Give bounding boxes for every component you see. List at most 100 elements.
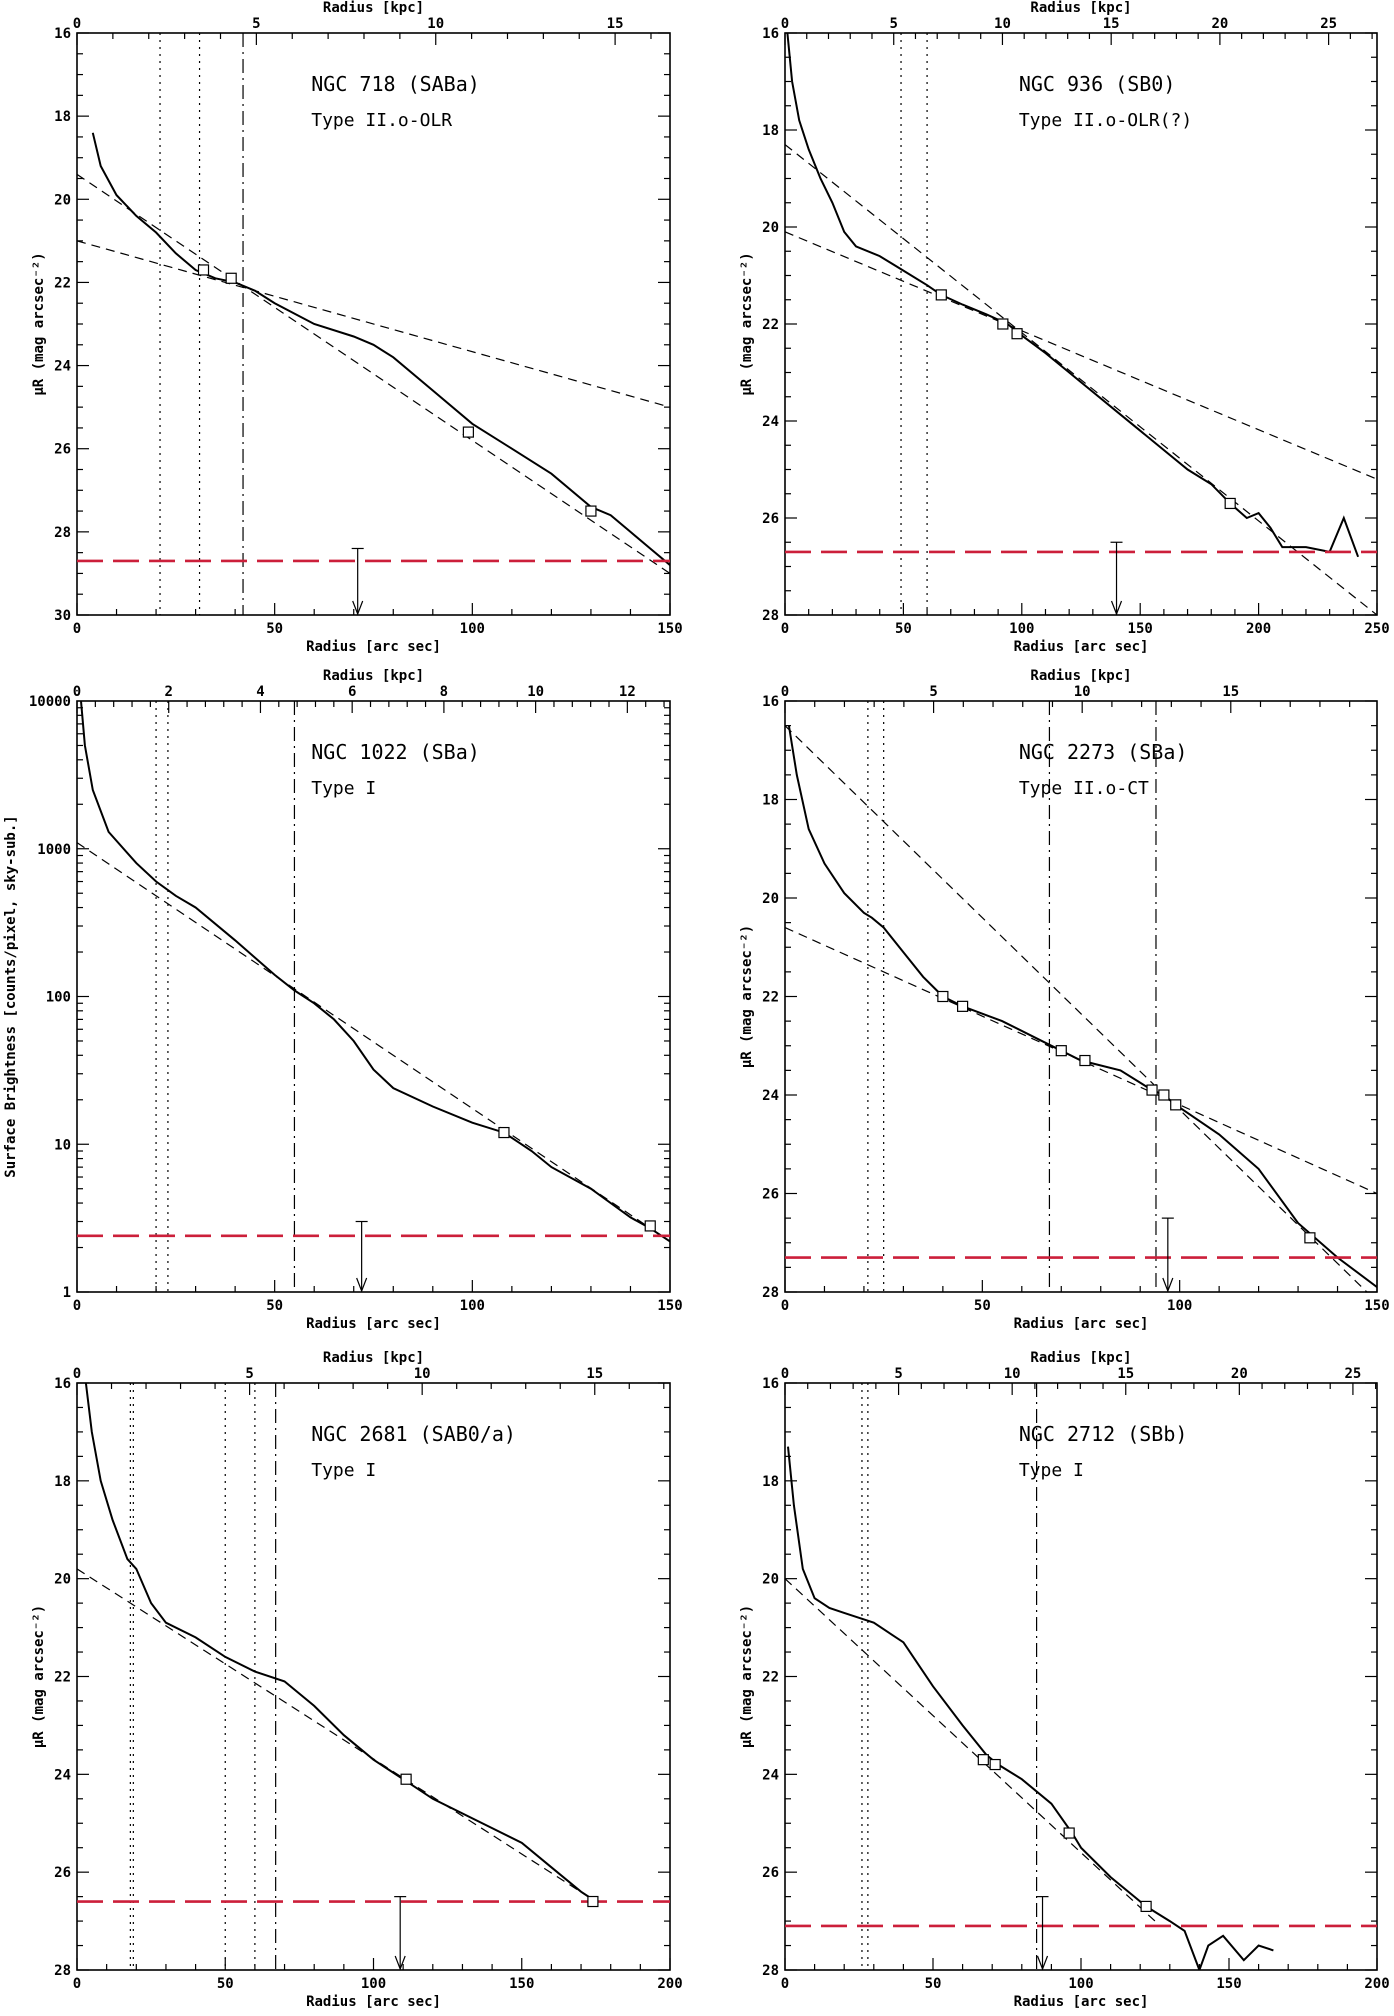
x-tick-label: 100 <box>1009 621 1034 637</box>
profile-type: Type II.o-OLR <box>311 110 452 131</box>
break-marker <box>1170 1099 1182 1111</box>
surface-brightness-profile <box>80 701 670 1243</box>
galaxy-name: NGC 718 (SABa) <box>311 72 480 96</box>
exponential-fit-line <box>785 725 1368 1292</box>
y-tick-label: 26 <box>762 511 779 527</box>
plot-area <box>77 1383 670 1970</box>
y-axis-label: μR (mag arcsec⁻²) <box>739 925 755 1068</box>
panel-3: 0 50 100 150 0 5 10 15 16 18 20 22 24 26 28 Radius [arc… <box>739 668 1390 1332</box>
x2-tick-label: 20 <box>1231 1366 1248 1382</box>
plot-area <box>785 33 1377 615</box>
y-tick-label: 22 <box>54 1670 71 1686</box>
arrow-head <box>356 1277 368 1293</box>
y-tick-label: 16 <box>762 1376 779 1392</box>
x2-tick-label: 0 <box>781 1366 789 1382</box>
x-tick-label: 0 <box>781 621 789 637</box>
exponential-fit-line <box>785 144 1377 615</box>
x-tick-label: 100 <box>460 621 485 637</box>
galaxy-name: NGC 2712 (SBb) <box>1019 1422 1188 1446</box>
y-axis-label: μR (mag arcsec⁻²) <box>739 252 755 395</box>
y-tick-label: 24 <box>762 1088 779 1104</box>
plot-area <box>785 701 1377 1292</box>
y-tick-label: 26 <box>762 1865 779 1881</box>
x-tick-label: 50 <box>895 621 912 637</box>
x2-tick-label: 0 <box>73 16 81 32</box>
y-tick-label: 24 <box>54 359 71 375</box>
y-tick-label: 26 <box>54 1865 71 1881</box>
y-tick-label: 22 <box>762 990 779 1006</box>
y-tick-label: 16 <box>54 26 71 42</box>
y-tick-label: 18 <box>54 1474 71 1490</box>
y-tick-label: 18 <box>54 109 71 125</box>
x-tick-label: 50 <box>974 1298 991 1314</box>
x-tick-label: 100 <box>1167 1298 1192 1314</box>
arrow-head <box>352 600 364 616</box>
x2-tick-label: 5 <box>245 1366 253 1382</box>
profile-type: Type II.o-CT <box>1019 778 1149 799</box>
break-marker <box>462 426 474 438</box>
x-tick-label: 100 <box>361 1976 386 1992</box>
x2-tick-label: 10 <box>994 16 1011 32</box>
x2-tick-label: 12 <box>619 684 636 700</box>
y-axis-label: Surface Brightness [counts/pixel, sky-su… <box>3 815 19 1177</box>
exponential-fit-line <box>77 842 670 1242</box>
x-axis-label: Radius [arc sec] <box>1014 639 1149 655</box>
y-tick-label: 28 <box>54 525 71 541</box>
break-marker <box>498 1126 510 1139</box>
y-tick-label: 10000 <box>29 694 71 710</box>
x-tick-label: 100 <box>460 1298 485 1314</box>
x-tick-label: 50 <box>925 1976 942 1992</box>
galaxy-name: NGC 1022 (SBa) <box>311 740 480 764</box>
x2-tick-label: 15 <box>586 1366 603 1382</box>
x-tick-label: 50 <box>266 1298 283 1314</box>
profile-type: Type I <box>1019 1460 1084 1481</box>
x2-tick-label: 0 <box>781 684 789 700</box>
x-tick-label: 0 <box>73 1298 81 1314</box>
x2-tick-label: 10 <box>414 1366 431 1382</box>
break-marker <box>197 264 210 276</box>
x-tick-label: 0 <box>781 1976 789 1992</box>
plot-area <box>785 1383 1377 1970</box>
exponential-fit-line <box>785 231 1377 480</box>
break-marker <box>956 1000 969 1012</box>
x-tick-label: 150 <box>1216 1976 1241 1992</box>
break-marker <box>1079 1054 1091 1067</box>
x2-axis-label: Radius [kpc] <box>1030 0 1131 16</box>
y-tick-label: 22 <box>762 317 779 333</box>
arrow-head <box>1110 600 1123 616</box>
exponential-fit-line <box>77 1568 597 1903</box>
galaxy-name: NGC 2273 (SBa) <box>1019 740 1188 764</box>
break-marker <box>1063 1827 1075 1839</box>
x2-tick-label: 15 <box>1103 16 1120 32</box>
y-axis-label: μR (mag arcsec⁻²) <box>31 252 47 395</box>
arrow-head <box>1036 1955 1049 1971</box>
plot-area <box>77 701 670 1292</box>
x-tick-label: 200 <box>657 1976 682 1992</box>
x2-tick-label: 5 <box>894 1366 902 1382</box>
profile-type: Type I <box>311 778 376 799</box>
galaxy-name: NGC 936 (SB0) <box>1019 72 1176 96</box>
x-axis-label: Radius [arc sec] <box>1014 1316 1149 1332</box>
x2-tick-label: 15 <box>1117 1366 1134 1382</box>
y-tick-label: 18 <box>762 793 779 809</box>
x2-tick-label: 20 <box>1211 16 1228 32</box>
x-tick-label: 200 <box>1364 1976 1389 1992</box>
break-marker <box>977 1754 989 1766</box>
y-tick-label: 16 <box>762 694 779 710</box>
x-tick-label: 0 <box>73 1976 81 1992</box>
x2-tick-label: 2 <box>165 684 173 700</box>
y-axis-label: μR (mag arcsec⁻²) <box>31 1605 47 1748</box>
break-marker <box>587 1895 599 1908</box>
profile-type: Type II.o-OLR(?) <box>1019 110 1192 131</box>
panel-1: 0 50 100 150 200 250 0 5 10 15 20 25 16 18 20 22 24 26 28 R… <box>739 0 1390 655</box>
break-marker <box>1140 1900 1152 1913</box>
x-tick-label: 150 <box>657 1298 682 1314</box>
y-tick-label: 24 <box>54 1767 71 1783</box>
y-axis-label: μR (mag arcsec⁻²) <box>739 1605 755 1748</box>
y-tick-label: 20 <box>54 192 71 208</box>
surface-brightness-profile <box>787 1446 1274 1970</box>
break-marker <box>997 318 1009 330</box>
galaxy-name: NGC 2681 (SAB0/a) <box>311 1422 516 1446</box>
x2-tick-label: 25 <box>1344 1366 1361 1382</box>
